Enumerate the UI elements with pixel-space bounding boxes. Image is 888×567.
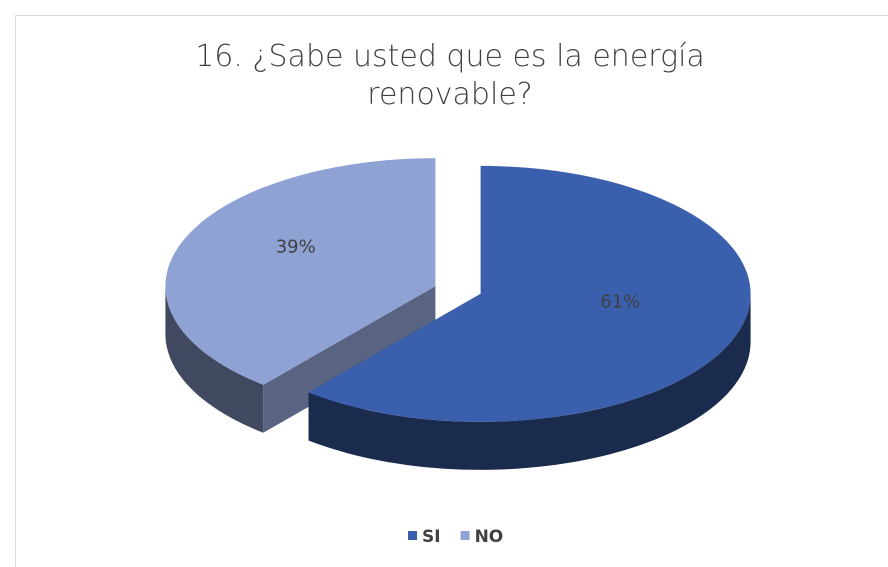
- chart-title: 16. ¿Sabe usted que es la energía renova…: [195, 39, 705, 112]
- legend-marker: [460, 531, 470, 540]
- legend-marker: [408, 531, 417, 540]
- chart-border: [15, 15, 888, 567]
- slice-side: [165, 286, 264, 433]
- pie-slice: [308, 165, 751, 470]
- slice-cut-face: [263, 286, 436, 433]
- data-label: 61%: [600, 292, 640, 313]
- slice-side: [308, 293, 751, 470]
- slice-top: [308, 165, 751, 422]
- pie-slice: [165, 158, 436, 433]
- legend-label: NO: [475, 527, 504, 547]
- data-label: 39%: [276, 236, 316, 257]
- slice-top: [165, 158, 436, 385]
- legend-label: SI: [422, 527, 441, 547]
